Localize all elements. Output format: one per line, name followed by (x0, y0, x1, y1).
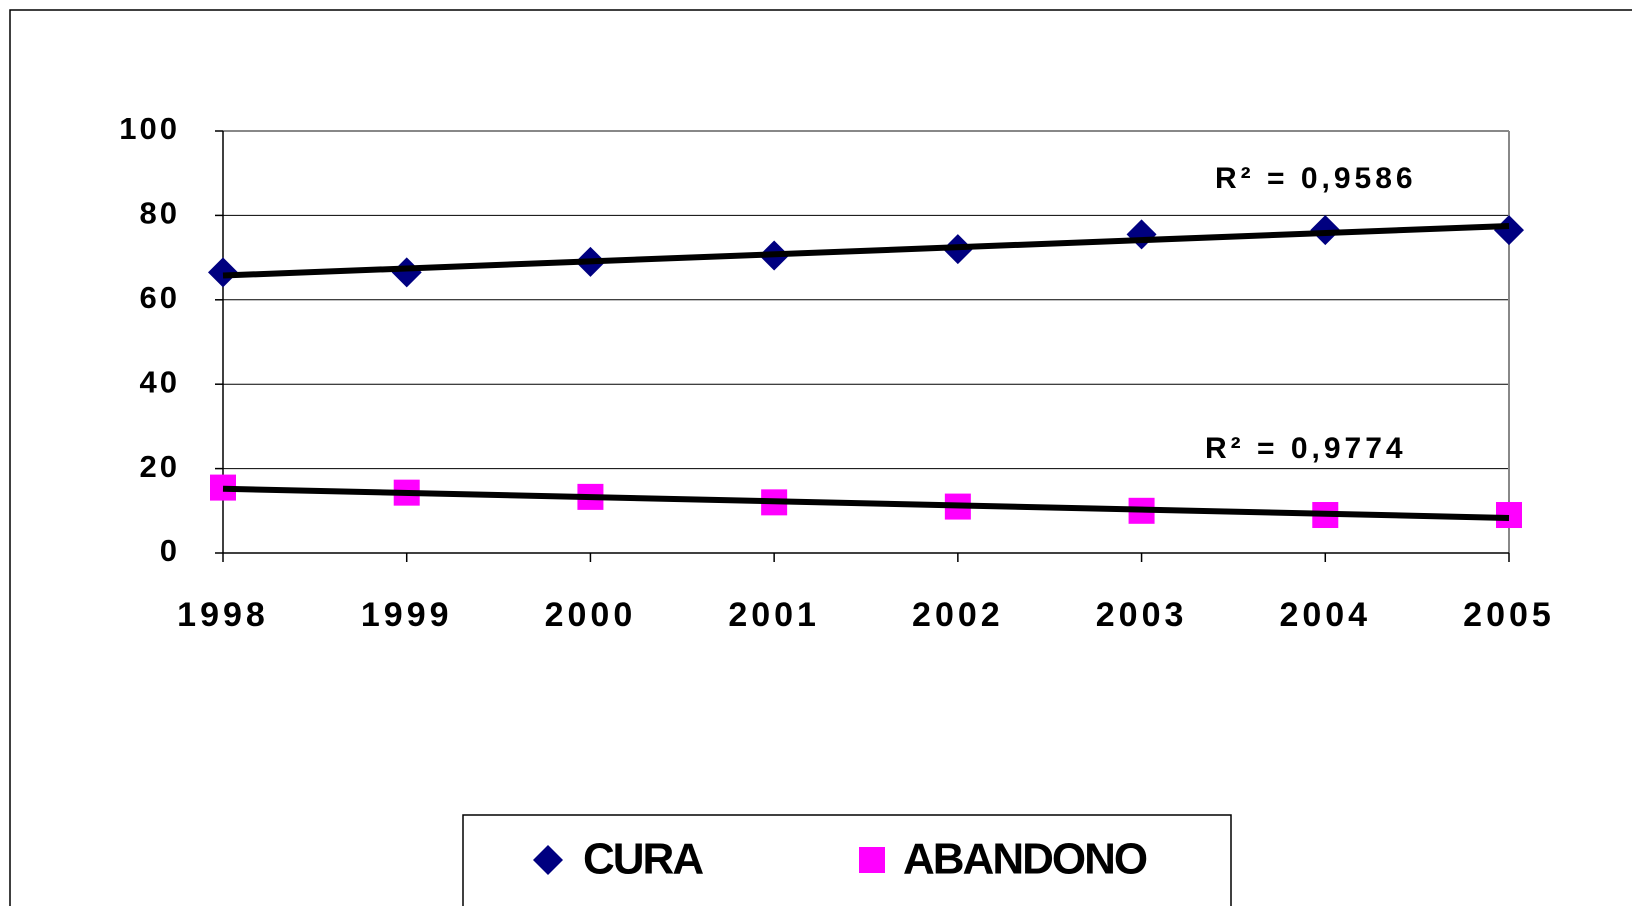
x-tick-label: 2001 (728, 596, 820, 634)
trendline (222, 222, 1510, 279)
data-point (391, 257, 422, 288)
legend-marker (533, 845, 563, 875)
data-point (208, 257, 238, 288)
x-tick-label: 1999 (361, 596, 453, 634)
y-tick-label: 20 (140, 449, 180, 484)
r-squared-label: R² = 0,9774 (1205, 432, 1407, 465)
x-tick-label: 1998 (177, 596, 269, 634)
legend-marker (859, 847, 885, 873)
y-tick-label: 60 (140, 280, 180, 315)
x-tick-label: 2005 (1463, 596, 1555, 634)
x-tick-label: 2002 (912, 596, 1004, 634)
legend-label: ABANDONO (903, 835, 1147, 884)
y-tick-label: 40 (140, 364, 180, 399)
chart-border (9, 9, 1632, 906)
y-tick-label: 0 (160, 533, 180, 568)
r-squared-label: R² = 0,9586 (1215, 162, 1417, 195)
legend-label: CURA (583, 835, 703, 884)
x-tick-label: 2000 (545, 596, 637, 634)
y-tick-label: 80 (140, 196, 180, 231)
x-tick-label: 2004 (1279, 596, 1371, 634)
trendline (222, 485, 1510, 521)
data-point (1494, 215, 1524, 246)
x-tick-label: 2003 (1096, 596, 1188, 634)
y-tick-label: 100 (119, 111, 180, 146)
legend-box (462, 814, 1232, 906)
